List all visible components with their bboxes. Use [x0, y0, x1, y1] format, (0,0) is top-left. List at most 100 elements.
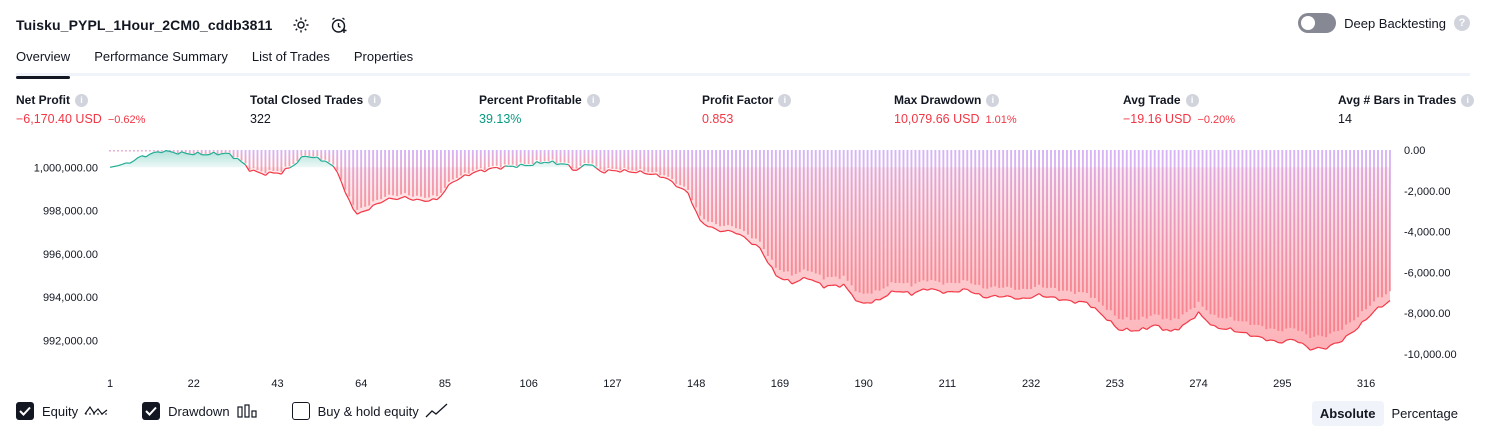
info-icon[interactable]: i [368, 93, 382, 107]
legend-drawdown[interactable]: Drawdown [142, 402, 257, 420]
drawdown-bar [531, 150, 534, 164]
legend-buy-hold-equity[interactable]: Buy & hold equity [291, 402, 449, 420]
equity-line-segment [316, 156, 322, 162]
equity-line-segment [883, 294, 888, 299]
percentage-button[interactable]: Percentage [1391, 406, 1459, 421]
drawdown-bar [136, 150, 139, 152]
equity-line-segment [576, 167, 581, 171]
drawdown-bar [535, 150, 538, 161]
equity-line-segment [133, 157, 139, 162]
tab-properties[interactable]: Properties [353, 49, 414, 64]
equity-line-segment [393, 198, 398, 201]
gear-icon[interactable] [291, 15, 311, 35]
tab-bar: Overview Performance Summary List of Tra… [16, 46, 1470, 79]
drawdown-bar [184, 150, 187, 153]
equity-line-segment [927, 288, 932, 291]
deep-backtesting-toggle[interactable] [1298, 13, 1337, 33]
equity-line-segment [1038, 293, 1044, 298]
equity-line-segment [1361, 319, 1367, 323]
help-icon[interactable]: ? [1454, 15, 1470, 31]
equity-line-segment [249, 169, 254, 172]
equity-line-segment [352, 208, 358, 215]
equity-line-segment [368, 204, 374, 211]
drawdown-bar [332, 150, 335, 165]
equity-line-segment [1102, 315, 1108, 321]
equity-drawdown-chart[interactable]: 1,000,000.00 998,000.00 996,000.00 994,000.… [0, 140, 1486, 395]
equity-line-segment [344, 192, 350, 201]
drawdown-bar [124, 150, 127, 152]
info-icon[interactable]: i [1461, 93, 1475, 107]
equity-line-segment [193, 151, 199, 156]
equity-line-segment [480, 169, 486, 173]
metric-percent: 1.01% [985, 114, 1017, 126]
equity-line-segment [221, 152, 226, 155]
drawdown-bar [487, 150, 490, 168]
equity-line-segment [691, 203, 697, 212]
equity-line-segment [185, 152, 190, 155]
drawdown-bar [463, 150, 466, 173]
tab-performance-summary[interactable]: Performance Summary [94, 49, 228, 64]
metric-amount: 39.13% [479, 112, 522, 126]
equity-line-segment [687, 192, 693, 205]
equity-line-segment [695, 211, 701, 221]
drawdown-bar [156, 150, 159, 152]
equity-line-segment [1325, 345, 1331, 350]
legend-equity[interactable]: Equity [16, 402, 108, 420]
drawdown-bar [256, 150, 259, 171]
drawdown-bar [551, 150, 554, 160]
equity-line-segment [552, 160, 558, 165]
drawdown-bar [236, 150, 239, 158]
checkbox-unchecked-icon[interactable] [291, 402, 310, 420]
equity-below-area [110, 167, 1390, 351]
drawdown-bar [451, 150, 454, 180]
info-icon[interactable]: i [778, 93, 792, 107]
drawdown-bar [292, 150, 295, 165]
equity-line-segment [149, 151, 155, 155]
info-icon[interactable]: i [586, 93, 600, 107]
info-icon[interactable]: i [986, 93, 1000, 107]
equity-line-segment [165, 150, 170, 152]
tab-list-of-trades[interactable]: List of Trades [251, 49, 330, 64]
equity-line-segment [384, 197, 390, 201]
equity-line-segment [520, 163, 525, 167]
metric-avg-bars-in-trades: Avg # Bars in Trades i 14 [1338, 93, 1475, 126]
equity-line-segment [361, 210, 366, 213]
legend-label: Equity [42, 403, 79, 419]
checkbox-checked-icon[interactable] [16, 402, 34, 420]
x-axis-tick-label: 253 [1106, 378, 1124, 390]
equity-line-segment [1007, 295, 1012, 298]
equity-line-segment [851, 293, 857, 301]
drawdown-bar [240, 150, 243, 161]
equity-line-segment [1210, 324, 1215, 327]
metric-label: Avg Trade [1123, 93, 1181, 107]
equity-line-segment [177, 151, 183, 155]
add-alert-clock-icon[interactable] [329, 15, 349, 35]
drawdown-bar [152, 150, 155, 152]
equity-line-segment [676, 185, 681, 189]
equity-line-segment [843, 283, 849, 290]
drawdown-bar [655, 150, 658, 172]
drawdown-bar [547, 150, 550, 162]
checkbox-checked-icon[interactable] [142, 402, 161, 420]
drawdown-bar [296, 150, 299, 162]
equity-line-segment [217, 153, 222, 156]
drawdown-bar [631, 150, 634, 171]
equity-line-segment [879, 297, 884, 301]
drawdown-bar [304, 150, 307, 156]
toggle-knob [1301, 16, 1316, 30]
absolute-button[interactable]: Absolute [1311, 401, 1384, 426]
equity-line-segment [161, 150, 167, 154]
equity-line-segment [811, 279, 817, 283]
tab-overview[interactable]: Overview [16, 46, 71, 79]
info-icon[interactable]: i [75, 93, 88, 107]
buy-hold-line-icon [425, 403, 449, 419]
info-icon[interactable]: i [1185, 93, 1199, 107]
metric-max-drawdown: Max Drawdown i 10,079.66 USD 1.01% [894, 93, 1017, 126]
right-axis-tick-label: -8,000.00 [1404, 308, 1450, 320]
drawdown-bar [455, 150, 458, 179]
equity-line-segment [1098, 311, 1104, 317]
equity-line-segment [823, 285, 829, 289]
equity-line-segment [1150, 324, 1155, 328]
metric-amount: 14 [1338, 112, 1352, 126]
equity-line-segment [1337, 340, 1343, 344]
